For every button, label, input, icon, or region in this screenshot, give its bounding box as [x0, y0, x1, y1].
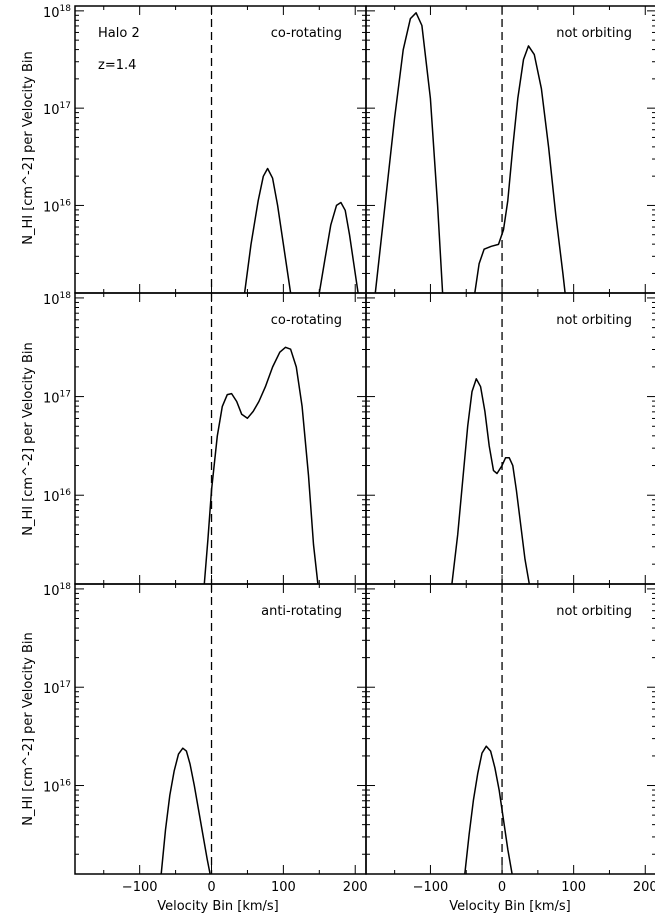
x-tick-label: 200 [633, 880, 655, 895]
panel-r1-c0: 1016 1017 1018 co-rotating [43, 291, 367, 585]
halo-label: Halo 2 [98, 26, 140, 41]
panel-frame [365, 292, 655, 585]
redshift-label: z=1.4 [98, 58, 136, 73]
x-tick-label: 200 [343, 880, 368, 895]
y-tick-label-10^16: 1016 [43, 779, 71, 796]
panel-frame [365, 5, 655, 294]
series-line-1 [203, 346, 319, 585]
x-axis-title-right: Velocity Bin [km/s] [449, 899, 571, 914]
panel-r0-c0: 1016 1017 1018 co-rotating [43, 4, 367, 294]
panel-label: co-rotating [271, 313, 342, 328]
series-line-1 [374, 12, 444, 294]
panel-r2-c1: −100 0 100 200 not orbiting [365, 583, 655, 895]
y-tick-label-10^18: 1018 [43, 291, 71, 308]
panel-label: not orbiting [556, 313, 632, 328]
series-line-2 [474, 45, 566, 294]
panel-r0-c1: not orbiting [365, 5, 655, 294]
y-axis-title-row-2: N_HI [cm^-2] per Velocity Bin [21, 342, 36, 536]
y-axis-title-row-1: N_HI [cm^-2] per Velocity Bin [21, 51, 36, 245]
panel-label: co-rotating [271, 26, 342, 41]
x-tick-label: 100 [561, 880, 586, 895]
axis-titles: N_HI [cm^-2] per Velocity Bin N_HI [cm^-… [21, 51, 571, 914]
x-tick-label: −100 [413, 880, 449, 895]
panel-frame [74, 5, 367, 294]
x-tick-label: 100 [271, 880, 296, 895]
series-line-2 [318, 201, 359, 294]
series-line-1 [243, 167, 292, 294]
x-tick-label: 0 [498, 880, 506, 895]
series-line-1 [160, 747, 211, 875]
panel-r1-c1: not orbiting [365, 292, 655, 585]
panel-label: not orbiting [556, 26, 632, 41]
x-axis-title-left: Velocity Bin [km/s] [157, 899, 279, 914]
panel-frame [365, 583, 655, 875]
panel-frame [74, 583, 367, 875]
panel-r2-c0: 1016 1017 1018 −100 0 100 200 anti-rotating [43, 582, 368, 895]
series-line-1 [464, 745, 513, 875]
y-tick-label-10^18: 1018 [43, 582, 71, 599]
y-tick-label-10^16: 1016 [43, 488, 71, 505]
panel-label: anti-rotating [261, 604, 342, 619]
y-tick-label-10^17: 1017 [43, 680, 71, 697]
y-tick-label-10^18: 1018 [43, 4, 71, 21]
y-tick-label-10^17: 1017 [43, 390, 71, 407]
x-tick-label: −100 [122, 880, 158, 895]
panel-label: not orbiting [556, 604, 632, 619]
y-axis-title-row-3: N_HI [cm^-2] per Velocity Bin [21, 632, 36, 826]
y-tick-label-10^16: 1016 [43, 198, 71, 215]
panel-frame [74, 292, 367, 585]
series-line-1 [451, 378, 531, 585]
x-tick-label: 0 [207, 880, 215, 895]
y-tick-label-10^17: 1017 [43, 101, 71, 118]
